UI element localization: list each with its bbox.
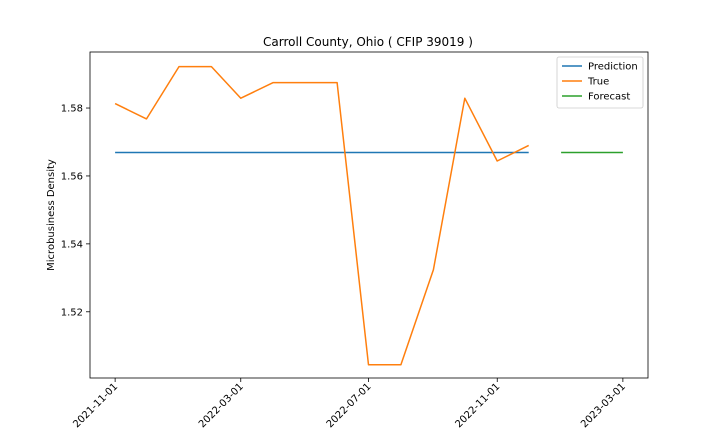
plot-layer: 2021-11-01 2022-03-01 2022-07-01 2022-11-01… xyxy=(61,65,628,430)
plot-frame xyxy=(89,51,649,379)
x-tick-label: 2022-11-01 xyxy=(453,381,502,430)
y-tick-label: 1.58 xyxy=(61,104,83,115)
x-tick-label: 2022-03-01 xyxy=(197,381,246,430)
x-tick-label: 2021-11-01 xyxy=(71,381,120,430)
legend: Prediction True Forecast xyxy=(556,56,644,109)
legend-label: Forecast xyxy=(588,92,630,103)
y-tick-label: 1.54 xyxy=(61,239,83,250)
y-tick-label: 1.56 xyxy=(61,171,83,182)
x-tick-label: 2023-03-01 xyxy=(579,381,628,430)
y-tick-label: 1.52 xyxy=(61,307,83,318)
chart-title: Carroll County, Ohio ( CFIP 39019 ) xyxy=(263,35,473,49)
legend-label: Prediction xyxy=(588,62,638,73)
y-axis-label: Microbusiness Density xyxy=(46,159,57,271)
legend-label: True xyxy=(587,77,609,88)
x-tick-label: 2022-07-01 xyxy=(325,381,374,430)
series-line-true xyxy=(114,65,530,366)
